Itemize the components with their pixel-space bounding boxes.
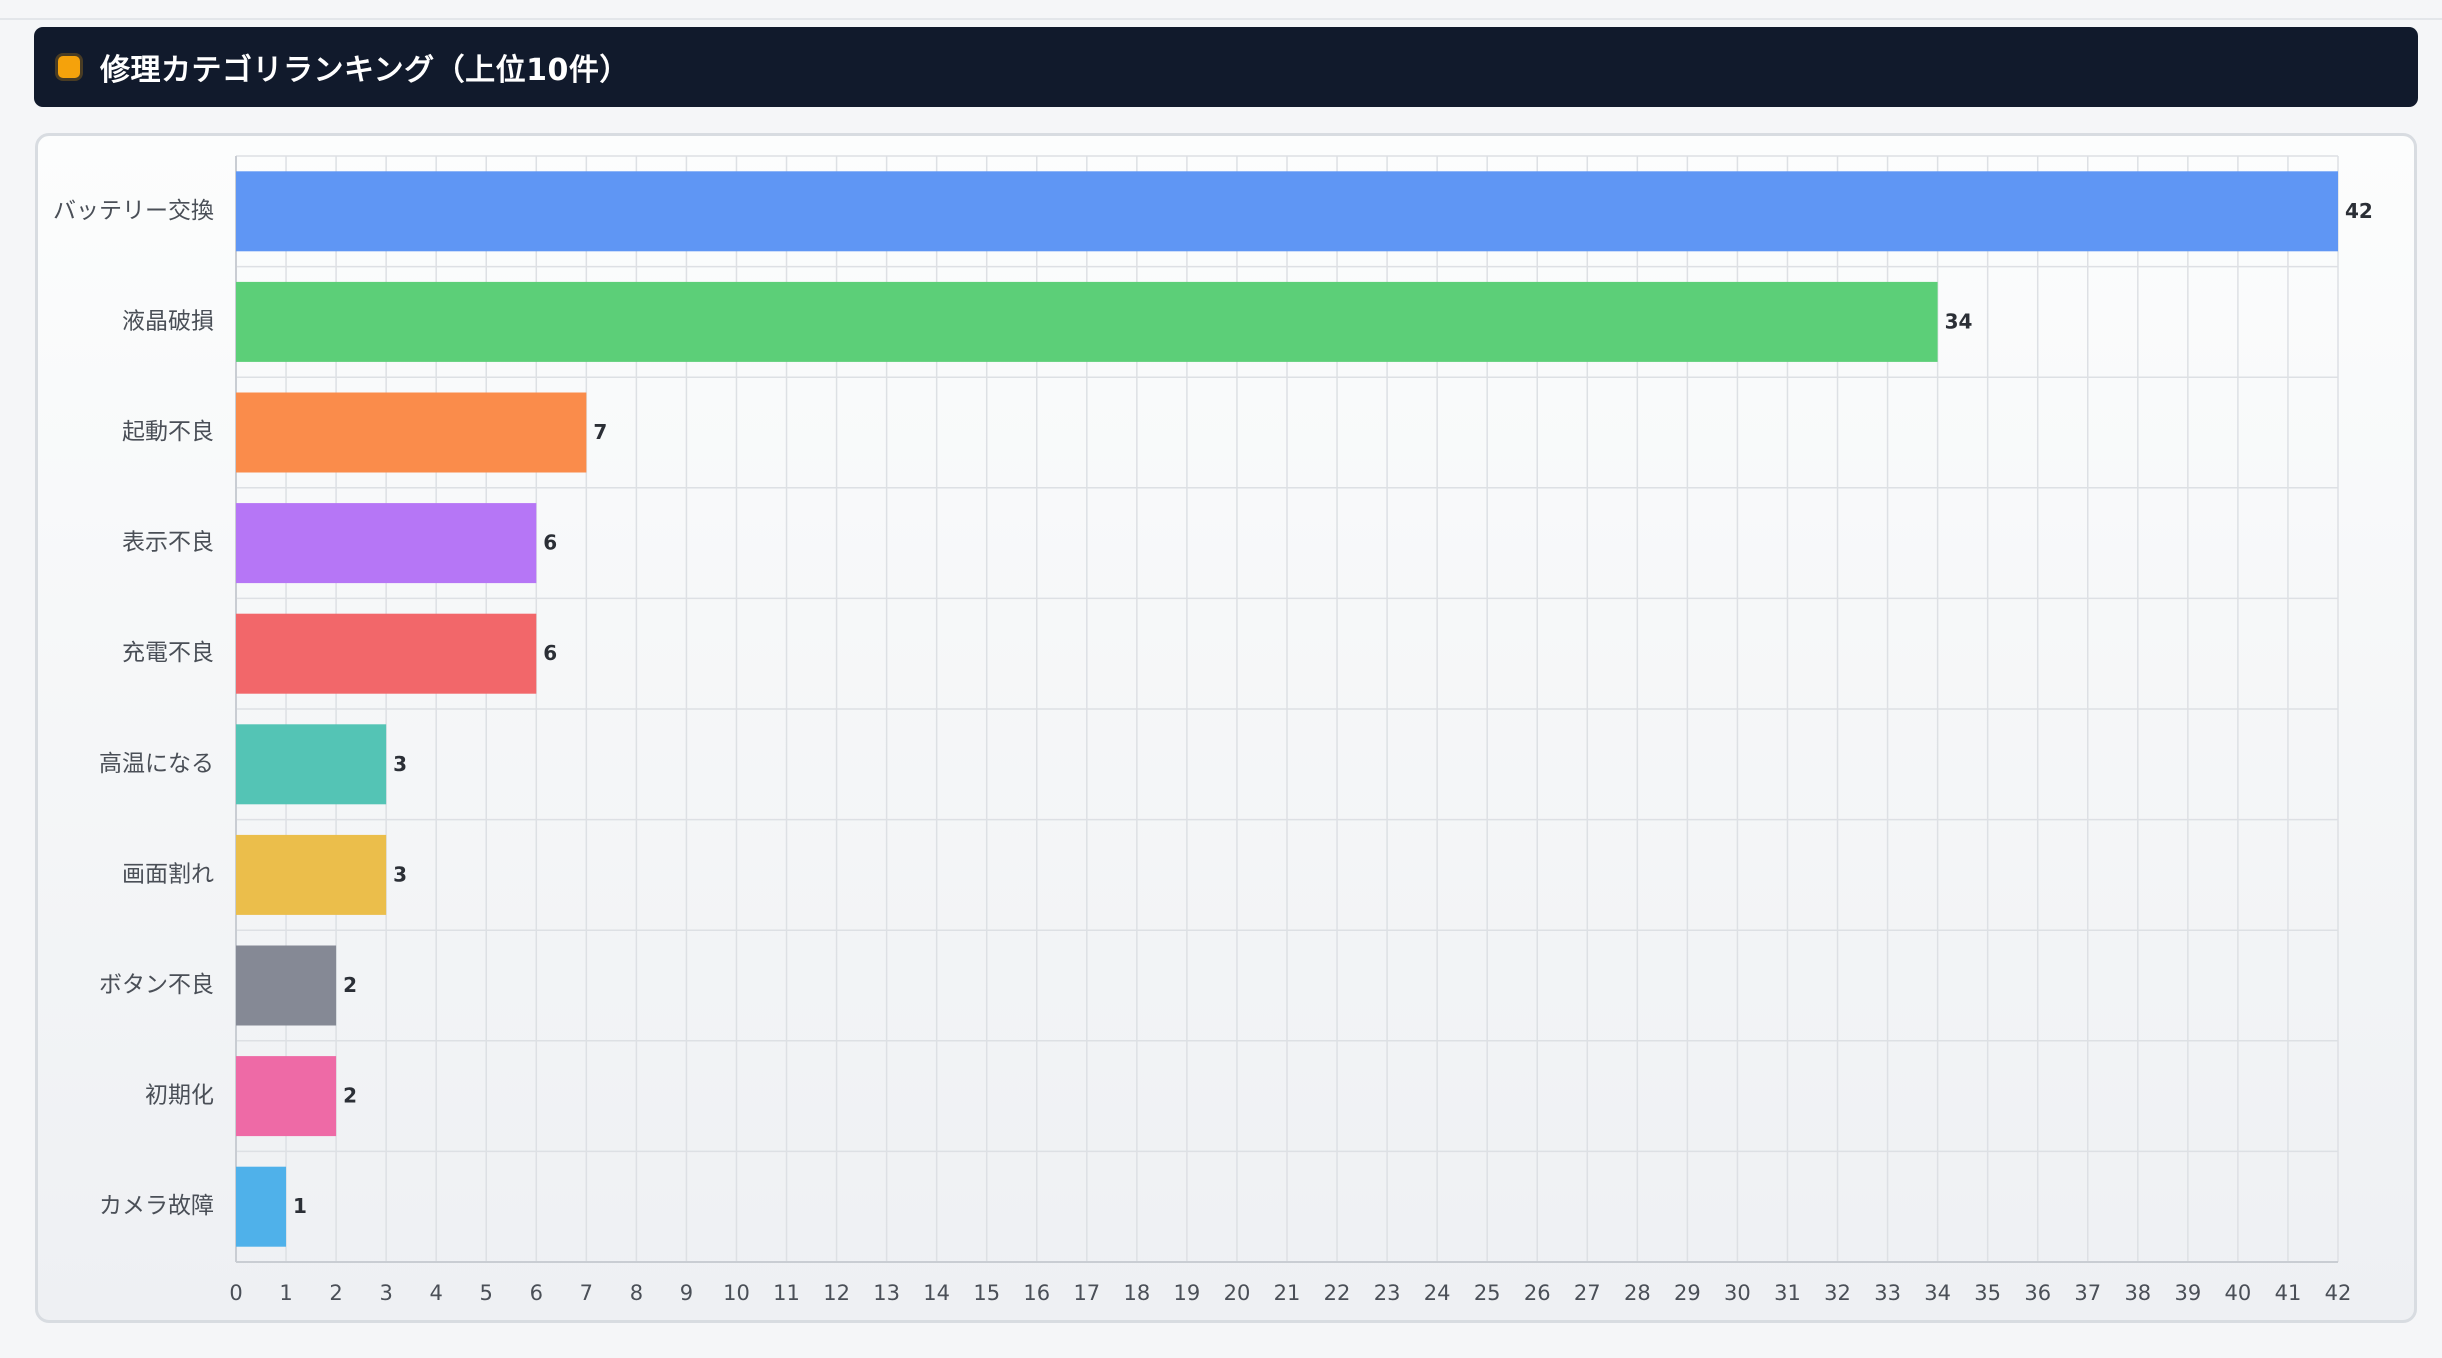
x-tick-label: 11 bbox=[773, 1281, 800, 1305]
x-tick-label: 31 bbox=[1774, 1281, 1801, 1305]
data-label: 42 bbox=[2345, 199, 2373, 223]
x-tick-label: 16 bbox=[1023, 1281, 1050, 1305]
data-label: 6 bbox=[543, 641, 557, 665]
x-tick-label: 10 bbox=[723, 1281, 750, 1305]
x-tick-label: 36 bbox=[2024, 1281, 2051, 1305]
data-label: 2 bbox=[343, 1084, 357, 1108]
top-divider bbox=[0, 18, 2442, 20]
category-label: 充電不良 bbox=[122, 640, 214, 666]
x-tick-label: 1 bbox=[279, 1281, 292, 1305]
bar bbox=[236, 171, 2338, 252]
x-tick-label: 39 bbox=[2174, 1281, 2201, 1305]
x-tick-label: 26 bbox=[1524, 1281, 1551, 1305]
category-label: ボタン不良 bbox=[99, 972, 214, 998]
x-tick-label: 33 bbox=[1874, 1281, 1901, 1305]
bar bbox=[236, 1056, 337, 1137]
x-tick-label: 41 bbox=[2275, 1281, 2302, 1305]
x-tick-label: 35 bbox=[1974, 1281, 2001, 1305]
x-tick-label: 27 bbox=[1574, 1281, 1601, 1305]
data-label: 34 bbox=[1945, 309, 1973, 333]
x-tick-label: 12 bbox=[823, 1281, 850, 1305]
category-label: バッテリー交換 bbox=[53, 198, 214, 224]
category-label: カメラ故障 bbox=[99, 1193, 214, 1219]
category-label: 高温になる bbox=[99, 751, 214, 777]
x-tick-label: 13 bbox=[873, 1281, 900, 1305]
data-label: 3 bbox=[393, 752, 407, 776]
x-tick-label: 34 bbox=[1924, 1281, 1951, 1305]
bar bbox=[236, 834, 387, 915]
category-label: 液晶破損 bbox=[122, 308, 214, 334]
x-tick-label: 20 bbox=[1224, 1281, 1251, 1305]
x-tick-label: 8 bbox=[630, 1281, 643, 1305]
x-tick-label: 24 bbox=[1424, 1281, 1451, 1305]
data-label: 1 bbox=[293, 1194, 307, 1218]
x-tick-label: 30 bbox=[1724, 1281, 1751, 1305]
bar bbox=[236, 392, 587, 473]
x-tick-label: 17 bbox=[1073, 1281, 1100, 1305]
x-tick-label: 4 bbox=[430, 1281, 443, 1305]
x-tick-label: 6 bbox=[530, 1281, 543, 1305]
x-tick-label: 23 bbox=[1374, 1281, 1401, 1305]
chart-panel: バッテリー交換 42 液晶破損 34 起動不良 7 表示不良 6 充電不良 6 高温になる 3 画面割れ… bbox=[35, 133, 2417, 1323]
bar bbox=[236, 724, 387, 805]
x-tick-label: 21 bbox=[1274, 1281, 1301, 1305]
x-tick-label: 15 bbox=[973, 1281, 1000, 1305]
x-tick-label: 32 bbox=[1824, 1281, 1851, 1305]
category-label: 起動不良 bbox=[122, 419, 214, 445]
x-tick-label: 38 bbox=[2124, 1281, 2151, 1305]
chart-header: 修理カテゴリランキング（上位10件） bbox=[34, 27, 2418, 107]
x-tick-label: 14 bbox=[923, 1281, 950, 1305]
x-tick-label: 37 bbox=[2074, 1281, 2101, 1305]
category-label: 画面割れ bbox=[122, 861, 214, 887]
chart-title: 修理カテゴリランキング（上位10件） bbox=[100, 53, 630, 88]
x-tick-label: 18 bbox=[1123, 1281, 1150, 1305]
bar bbox=[236, 1166, 287, 1247]
bar bbox=[236, 281, 1938, 362]
x-tick-label: 19 bbox=[1174, 1281, 1201, 1305]
bar bbox=[236, 945, 337, 1026]
x-tick-label: 42 bbox=[2325, 1281, 2352, 1305]
data-label: 2 bbox=[343, 973, 357, 997]
x-tick-label: 9 bbox=[680, 1281, 693, 1305]
orange-square-icon bbox=[58, 56, 80, 78]
x-tick-label: 40 bbox=[2225, 1281, 2252, 1305]
data-label: 3 bbox=[393, 862, 407, 886]
category-label: 初期化 bbox=[145, 1083, 214, 1109]
category-label: 表示不良 bbox=[122, 530, 214, 556]
x-tick-label: 7 bbox=[580, 1281, 593, 1305]
bar bbox=[236, 613, 537, 694]
x-tick-label: 5 bbox=[480, 1281, 493, 1305]
x-tick-label: 22 bbox=[1324, 1281, 1351, 1305]
x-tick-label: 29 bbox=[1674, 1281, 1701, 1305]
bar bbox=[236, 503, 537, 584]
x-tick-label: 3 bbox=[379, 1281, 392, 1305]
x-tick-label: 2 bbox=[329, 1281, 342, 1305]
data-label: 7 bbox=[593, 420, 607, 444]
x-tick-label: 25 bbox=[1474, 1281, 1501, 1305]
x-tick-label: 0 bbox=[229, 1281, 242, 1305]
x-tick-label: 28 bbox=[1624, 1281, 1651, 1305]
data-label: 6 bbox=[543, 531, 557, 555]
